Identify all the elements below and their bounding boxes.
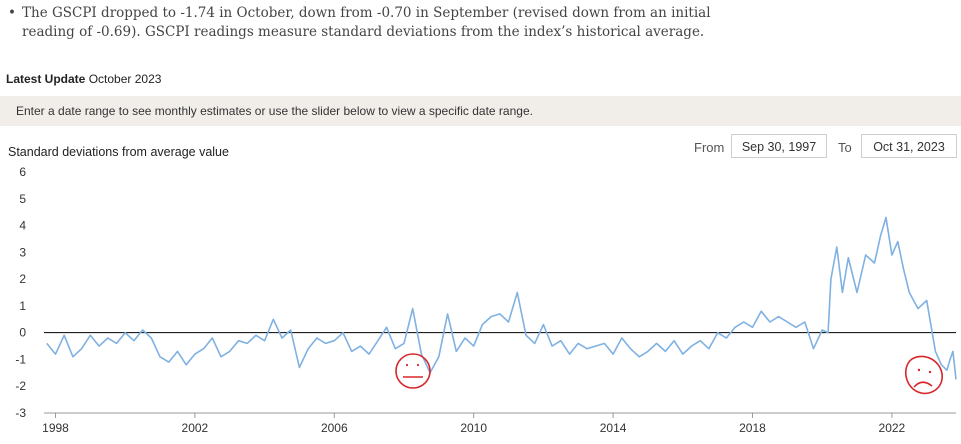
summary-text: The GSCPI dropped to -1.74 in October, d… (22, 5, 711, 40)
annotation-face-2 (905, 355, 943, 395)
y-tick-label: 2 (19, 272, 26, 286)
x-tick-label: 2022 (879, 421, 906, 435)
x-tick-label: 2010 (460, 421, 487, 435)
series-line (46, 216, 957, 380)
annotation-face-1 (395, 353, 431, 389)
y-tick-label: -1 (15, 352, 26, 366)
y-tick-labels: 6 5 4 3 2 1 0 -1 -2 -3 (15, 165, 26, 420)
x-tick-label: 1998 (42, 421, 69, 435)
y-tick-label: 3 (19, 245, 26, 259)
y-tick-label: 6 (19, 165, 26, 179)
x-tick-label: 2014 (600, 421, 627, 435)
from-date-input[interactable]: Sep 30, 1997 (731, 134, 827, 158)
latest-update-label: Latest Update (6, 72, 86, 86)
y-tick-label: 5 (19, 192, 26, 206)
gscpi-line-chart: 6 5 4 3 2 1 0 -1 -2 -3 1998 2002 2006 2010 2014 2018 20… (15, 165, 957, 435)
y-tick-label: 4 (19, 219, 26, 233)
banner-text: Enter a date range to see monthly estima… (16, 104, 533, 118)
to-label: To (838, 140, 852, 155)
y-tick-label: 0 (19, 326, 26, 340)
summary-bullet: • The GSCPI dropped to -1.74 in October,… (8, 4, 738, 42)
y-tick-label: -3 (15, 406, 26, 420)
x-tick-label: 2018 (739, 421, 766, 435)
instruction-banner: Enter a date range to see monthly estima… (0, 96, 961, 126)
latest-update-value: October 2023 (88, 72, 162, 86)
y-tick-label: -2 (15, 379, 26, 393)
latest-update: Latest Update October 2023 (6, 72, 161, 86)
to-date-input[interactable]: Oct 31, 2023 (861, 134, 957, 158)
x-tick-label: 2006 (321, 421, 348, 435)
from-label: From (694, 140, 725, 155)
bullet-symbol: • (8, 5, 16, 21)
x-tick-labels: 1998 2002 2006 2010 2014 2018 2022 (42, 413, 906, 435)
x-tick-label: 2002 (182, 421, 209, 435)
y-tick-label: 1 (19, 299, 26, 313)
y-axis-label: Standard deviations from average value (8, 145, 229, 159)
